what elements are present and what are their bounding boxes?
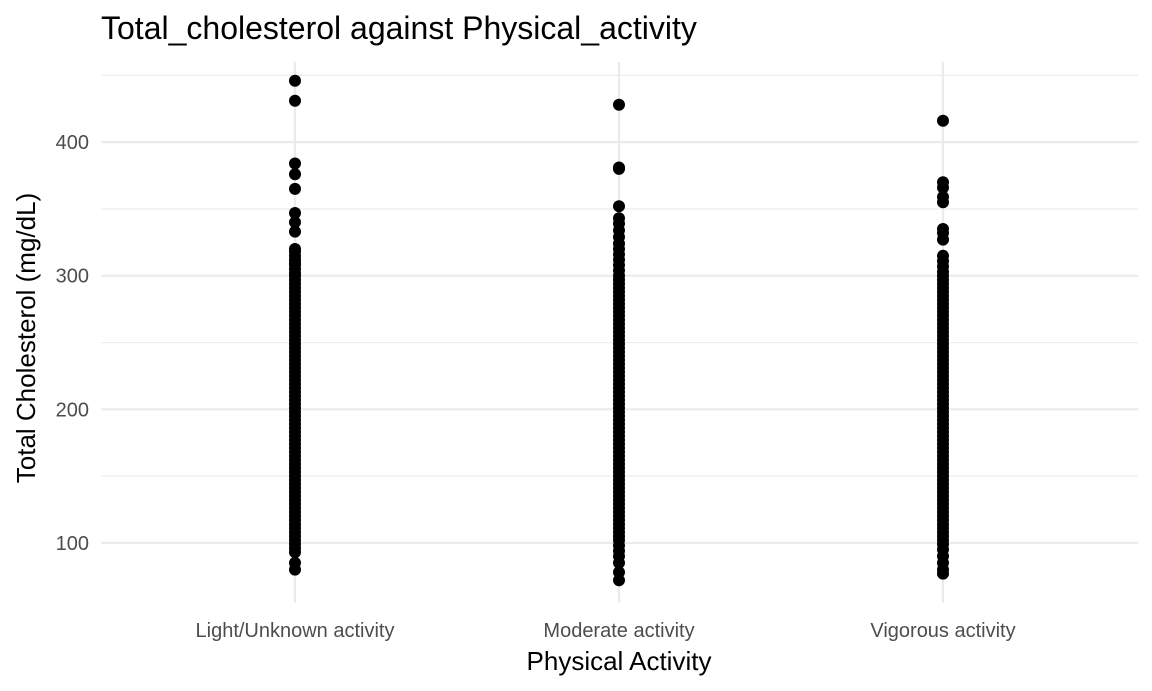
y-tick-label: 200 xyxy=(56,399,89,421)
chart-title: Total_cholesterol against Physical_activ… xyxy=(101,10,697,46)
data-point xyxy=(289,74,301,87)
data-point xyxy=(289,206,301,219)
data-point xyxy=(289,94,301,107)
data-points xyxy=(289,74,949,587)
data-point xyxy=(937,233,949,246)
y-axis-ticks: 100 200 300 400 xyxy=(56,132,89,555)
data-point xyxy=(937,196,949,209)
data-point xyxy=(613,556,625,569)
data-point xyxy=(613,98,625,111)
data-point xyxy=(289,182,301,195)
data-point xyxy=(937,567,949,580)
x-axis-title: Physical Activity xyxy=(527,646,712,676)
data-point xyxy=(613,200,625,213)
data-point xyxy=(613,162,625,175)
data-point xyxy=(613,574,625,587)
data-point xyxy=(289,563,301,576)
x-tick-label: Vigorous activity xyxy=(870,620,1015,642)
data-point xyxy=(937,114,949,127)
x-axis-ticks: Light/Unknown activity Moderate activity V… xyxy=(196,620,1016,642)
y-tick-label: 100 xyxy=(56,533,89,555)
data-point xyxy=(289,168,301,181)
data-point xyxy=(289,546,301,559)
data-point xyxy=(937,181,949,194)
data-point xyxy=(289,216,301,229)
y-tick-label: 300 xyxy=(56,266,89,288)
y-axis-title: Total Cholesterol (mg/dL) xyxy=(11,193,41,483)
data-point xyxy=(289,225,301,238)
x-tick-label: Moderate activity xyxy=(543,620,694,642)
data-point xyxy=(289,157,301,170)
y-tick-label: 400 xyxy=(56,132,89,154)
x-tick-label: Light/Unknown activity xyxy=(196,620,395,642)
